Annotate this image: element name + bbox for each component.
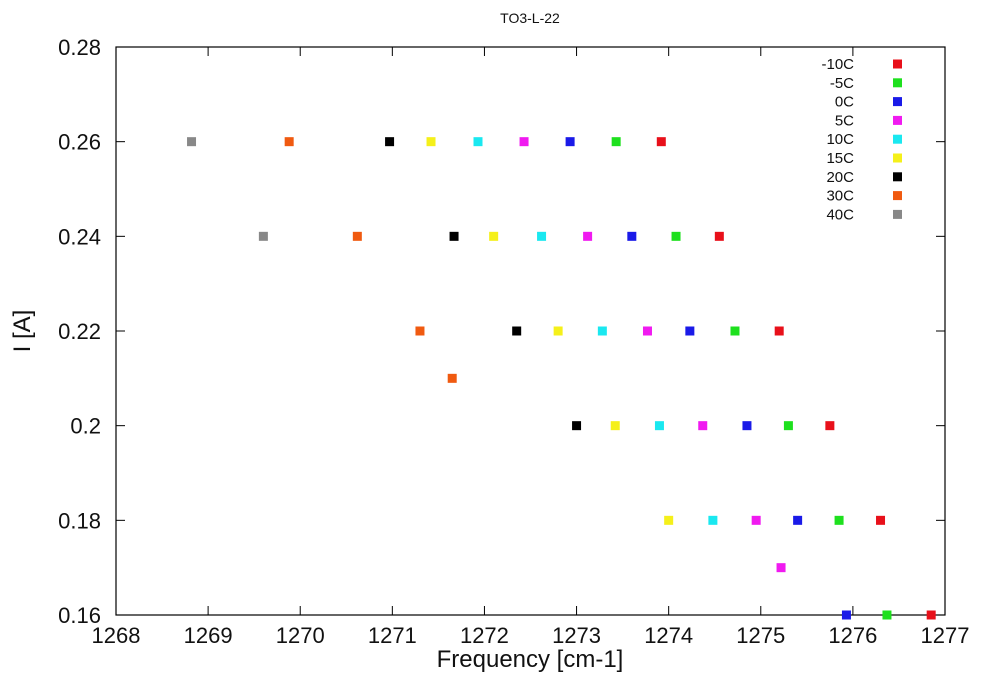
axis-ticks: 1268 1269 1270 1271 1272 1273 1274 1275 1276 1277…: [58, 35, 969, 648]
legend-swatch: [893, 134, 902, 144]
data-point: [447, 373, 457, 383]
data-point: [611, 137, 621, 147]
x-tick-label: 1268: [92, 623, 141, 648]
legend-swatch: [893, 153, 902, 163]
legend-swatch: [893, 191, 902, 201]
y-tick-label: 0.24: [58, 224, 101, 249]
data-point: [654, 421, 664, 431]
legend-label: 0C: [835, 94, 854, 111]
data-point: [776, 563, 786, 573]
data-point: [352, 231, 362, 241]
x-tick-label: 1269: [184, 623, 233, 648]
legend-label: 30C: [826, 188, 854, 205]
data-point: [642, 326, 652, 336]
data-point: [187, 137, 197, 147]
legend-swatch: [893, 59, 902, 69]
legend-label: 10C: [826, 131, 854, 148]
x-tick-label: 1272: [460, 623, 509, 648]
data-point: [751, 515, 761, 525]
data-point: [385, 137, 395, 147]
x-tick-label: 1271: [368, 623, 417, 648]
data-point: [284, 137, 294, 147]
data-point: [519, 137, 529, 147]
data-point: [610, 421, 620, 431]
data-point: [730, 326, 740, 336]
legend-swatch: [893, 172, 902, 182]
x-tick-label: 1276: [828, 623, 877, 648]
data-point: [742, 421, 752, 431]
legend-label: 5C: [835, 112, 854, 129]
data-point: [565, 137, 575, 147]
data-point: [656, 137, 666, 147]
y-tick-label: 0.26: [58, 130, 101, 155]
legend-label: 15C: [826, 150, 854, 167]
data-point: [583, 231, 593, 241]
x-tick-label: 1274: [644, 623, 693, 648]
data-point: [841, 610, 851, 620]
y-tick-label: 0.22: [58, 319, 101, 344]
data-point: [793, 515, 803, 525]
y-tick-label: 0.16: [58, 603, 101, 628]
data-point: [698, 421, 708, 431]
x-tick-label: 1270: [276, 623, 325, 648]
data-point: [834, 515, 844, 525]
legend-swatch: [893, 115, 902, 125]
data-point: [415, 326, 425, 336]
data-point: [426, 137, 436, 147]
data-point: [708, 515, 718, 525]
x-tick-label: 1275: [736, 623, 785, 648]
y-axis-title: I [A]: [9, 310, 36, 353]
data-point: [664, 515, 674, 525]
data-point: [825, 421, 835, 431]
plot-frame: [115, 46, 946, 616]
data-point: [627, 231, 637, 241]
data-point: [537, 231, 547, 241]
data-point: [597, 326, 607, 336]
data-point: [512, 326, 522, 336]
data-point: [258, 231, 268, 241]
data-point: [685, 326, 695, 336]
legend-swatch: [893, 209, 902, 219]
x-axis-title: Frequency [cm-1]: [437, 646, 624, 673]
y-tick-label: 0.2: [70, 414, 101, 439]
data-point: [774, 326, 784, 336]
x-tick-label: 1273: [552, 623, 601, 648]
y-tick-label: 0.18: [58, 508, 101, 533]
data-point: [553, 326, 563, 336]
data-point: [489, 231, 499, 241]
legend-swatch: [893, 78, 902, 88]
legend-label: 40C: [826, 206, 854, 223]
data-marks: [187, 137, 936, 620]
data-point: [876, 515, 886, 525]
data-point: [926, 610, 936, 620]
legend-swatch: [893, 97, 902, 107]
data-point: [714, 231, 724, 241]
data-point: [783, 421, 793, 431]
data-point: [882, 610, 892, 620]
data-point: [572, 421, 582, 431]
legend-label: 20C: [826, 169, 854, 186]
legend-label: -5C: [830, 75, 854, 92]
x-tick-label: 1277: [921, 623, 970, 648]
data-point: [671, 231, 681, 241]
chart-title: TO3-L-22: [500, 10, 560, 26]
legend-label: -10C: [821, 56, 854, 73]
data-point: [449, 231, 459, 241]
data-point: [473, 137, 483, 147]
y-tick-label: 0.28: [58, 35, 101, 60]
